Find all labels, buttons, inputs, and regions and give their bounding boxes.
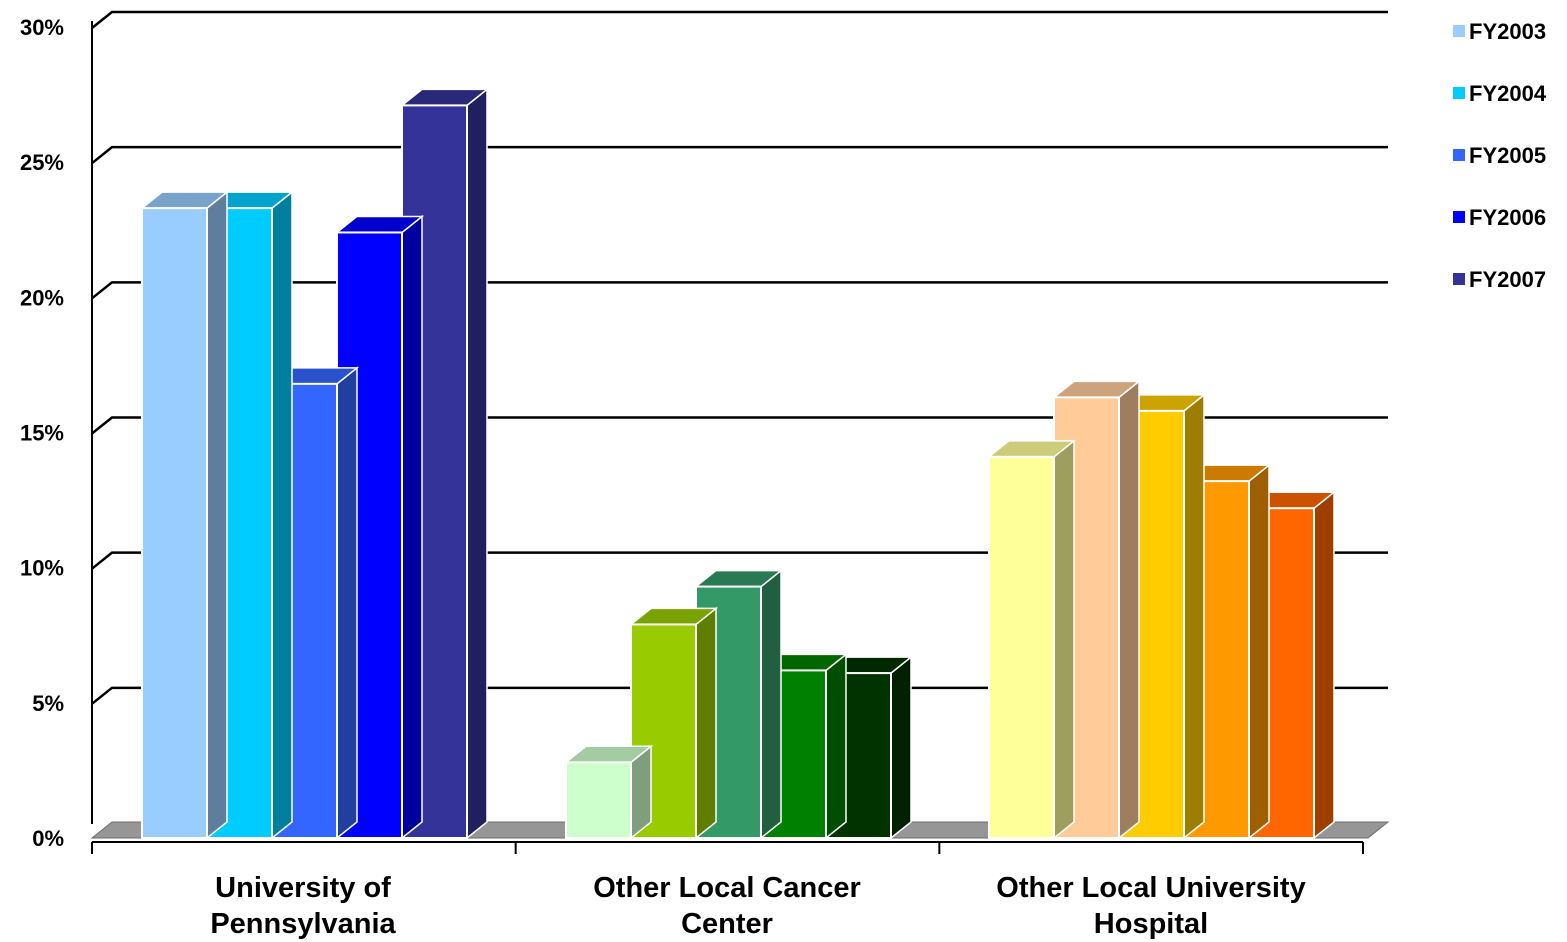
legend-item: FY2003 bbox=[1453, 19, 1546, 44]
legend-item: FY2004 bbox=[1453, 81, 1547, 106]
y-tick-label: 15% bbox=[20, 421, 64, 446]
axes bbox=[91, 21, 1364, 854]
bar-front bbox=[988, 455, 1055, 839]
legend-swatch bbox=[1453, 87, 1465, 99]
bar-side bbox=[1313, 490, 1335, 840]
bar-side bbox=[466, 87, 488, 840]
bar-side bbox=[206, 190, 228, 840]
legend-item: FY2007 bbox=[1453, 267, 1546, 292]
y-tick-label: 5% bbox=[32, 691, 64, 716]
legend-swatch bbox=[1453, 211, 1465, 223]
bars bbox=[139, 87, 1337, 840]
y-tick-labels: 0% 5% 10% 15% 20% 25% 30% bbox=[20, 15, 64, 851]
bar-side bbox=[1183, 393, 1205, 840]
bar bbox=[139, 190, 230, 840]
y-tick-label: 30% bbox=[20, 15, 64, 40]
gridline bbox=[91, 416, 1388, 435]
bar bbox=[986, 439, 1077, 840]
grid-lines bbox=[91, 10, 1388, 705]
legend-swatch bbox=[1453, 149, 1465, 161]
category-label: Other Local Cancer Center bbox=[593, 872, 861, 940]
legend-label: FY2003 bbox=[1469, 19, 1546, 44]
bar-side bbox=[825, 652, 847, 840]
y-tick-label: 25% bbox=[20, 150, 64, 175]
legend-label: FY2006 bbox=[1469, 205, 1546, 230]
legend-label: FY2007 bbox=[1469, 267, 1546, 292]
bar-side bbox=[271, 190, 293, 840]
category-labels: University of Pennsylvania Other Local Can… bbox=[210, 872, 1305, 940]
bar bbox=[563, 744, 654, 840]
gridline bbox=[91, 551, 1388, 570]
legend-swatch bbox=[1453, 273, 1465, 285]
legend: FY2003 FY2004 FY2005 FY2006 FY2007 bbox=[1453, 19, 1547, 292]
bar-front bbox=[565, 761, 632, 839]
bar-side bbox=[695, 606, 717, 840]
gridline bbox=[91, 686, 1388, 705]
y-tick-label: 0% bbox=[32, 826, 64, 851]
category-label: Other Local University Hospital bbox=[996, 872, 1305, 940]
bar-side bbox=[1053, 439, 1075, 840]
bar-side bbox=[1118, 379, 1140, 840]
legend-item: FY2006 bbox=[1453, 205, 1546, 230]
bar-side bbox=[1248, 463, 1270, 840]
bar-side bbox=[401, 214, 423, 840]
category-label: University of Pennsylvania bbox=[210, 872, 396, 940]
y-tick-label: 20% bbox=[20, 285, 64, 310]
gridline bbox=[91, 10, 1388, 29]
bar-side bbox=[336, 366, 358, 840]
bar-side bbox=[760, 569, 782, 840]
legend-item: FY2005 bbox=[1453, 143, 1546, 168]
legend-swatch bbox=[1453, 25, 1465, 37]
bar-front bbox=[141, 207, 208, 839]
gridline bbox=[91, 145, 1388, 165]
y-tick-label: 10% bbox=[20, 556, 64, 581]
legend-label: FY2005 bbox=[1469, 143, 1546, 168]
bar-side bbox=[890, 655, 912, 840]
gridline bbox=[91, 281, 1388, 300]
legend-label: FY2004 bbox=[1469, 81, 1547, 106]
